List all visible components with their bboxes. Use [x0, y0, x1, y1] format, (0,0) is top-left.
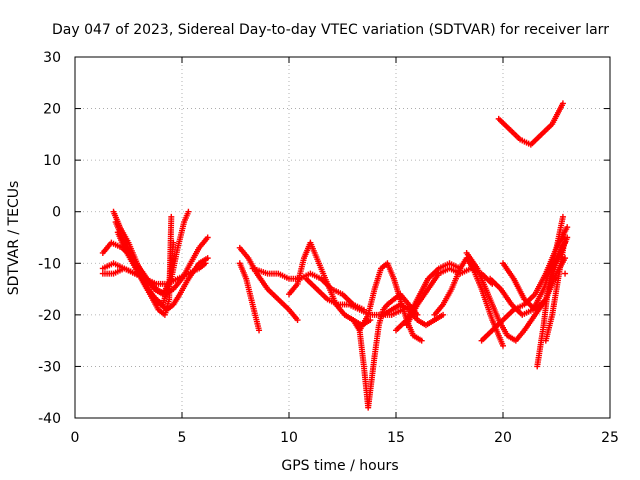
data-point [418, 337, 425, 344]
plot-frame [74, 56, 611, 419]
y-tick-label: 20 [43, 102, 61, 118]
data-point [256, 327, 263, 334]
x-tick-label: 10 [280, 430, 298, 446]
x-tick-label: 0 [71, 430, 80, 446]
data-marks [99, 100, 571, 411]
y-tick-label: 10 [43, 153, 61, 169]
x-axis-label: GPS time / hours [281, 458, 398, 474]
x-tick-label: 25 [601, 430, 619, 446]
data-point [562, 270, 569, 277]
data-point [564, 224, 571, 231]
data-point [294, 317, 301, 324]
data-point [185, 208, 192, 215]
data-series [495, 100, 566, 148]
x-tick-label: 20 [494, 430, 512, 446]
y-axis-label: SDTVAR / TECUs [6, 181, 22, 296]
data-series [487, 213, 566, 318]
data-point [559, 213, 566, 220]
y-tick-label: -40 [38, 411, 61, 427]
data-point [204, 255, 211, 262]
data-series [403, 265, 496, 329]
x-tick-label: 15 [387, 430, 405, 446]
y-tick-label: -20 [38, 308, 61, 324]
data-point [168, 213, 175, 220]
x-tick-label: 5 [178, 430, 187, 446]
data-series [114, 213, 175, 318]
data-point [562, 234, 569, 241]
data-point [562, 255, 569, 262]
data-series [236, 244, 301, 324]
data-series [380, 301, 447, 329]
data-point [367, 317, 374, 324]
y-tick-label: -10 [38, 256, 61, 272]
y-tick-label: 0 [52, 205, 61, 221]
y-tick-label: -30 [38, 359, 61, 375]
data-series [236, 260, 263, 334]
axis-ticks: 0 5 10 15 20 25 -40 -30 -20 -10 0 10 20 30 [38, 50, 619, 446]
data-series [562, 270, 569, 277]
data-point [204, 234, 211, 241]
data-series [542, 234, 569, 344]
data-point [440, 311, 447, 318]
data-series [350, 291, 421, 411]
data-point [500, 342, 506, 349]
y-tick-label: 30 [43, 50, 61, 66]
data-point [559, 100, 566, 107]
chart-title: Day 047 of 2023, Sidereal Day-to-day VTE… [52, 22, 609, 38]
